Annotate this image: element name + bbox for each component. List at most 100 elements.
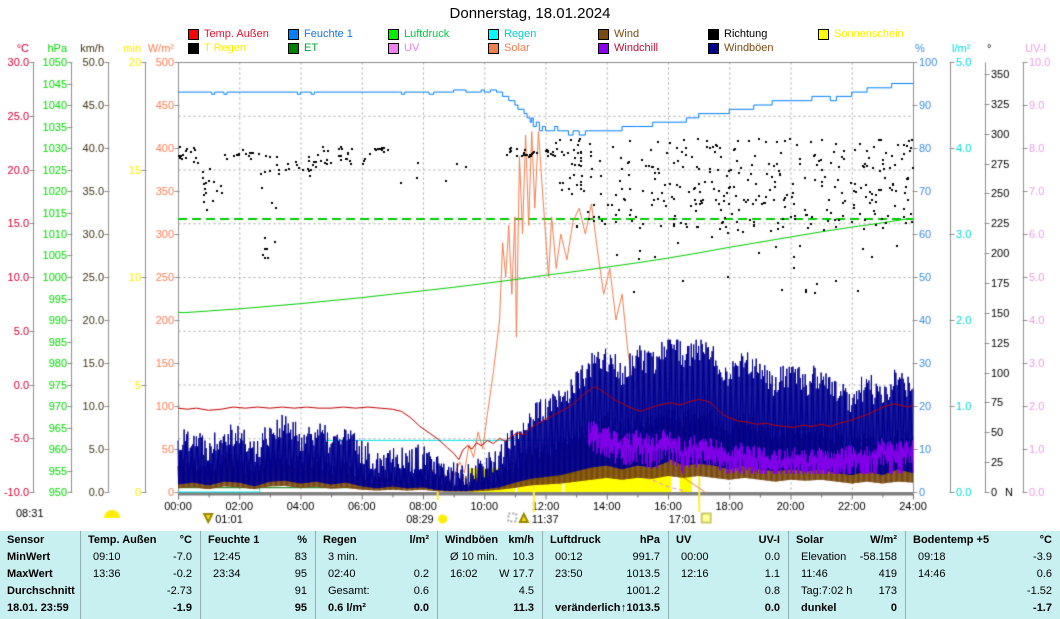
table-cell-row: 3 min. [316, 549, 437, 566]
legend-color-swatch [288, 43, 299, 54]
table-cell-row: 11.3 [438, 600, 542, 617]
row-label-text: Durchschnitt [7, 585, 75, 597]
cell-value: -3.9 [1033, 551, 1052, 563]
cell-time [445, 583, 450, 600]
cell-value: 95 [294, 568, 307, 580]
cell-value: 4.5 [518, 585, 534, 597]
cell-time: 02:40 [328, 568, 356, 580]
cell-time [88, 583, 93, 600]
row-label-text: Sensor [7, 534, 45, 546]
cell-time: veränderlich [555, 602, 621, 614]
cell-time [445, 600, 450, 617]
legend-color-swatch [818, 29, 829, 40]
legend-label: T Regen [204, 42, 246, 54]
table-cell-row: 91 [201, 583, 315, 600]
legend-color-swatch [488, 29, 499, 40]
cell-time: 00:00 [681, 551, 709, 563]
legend-item-uv: UV [388, 43, 419, 54]
table-row-labels: Sensor MinWert MaxWert Durchschnitt 18.01. 2… [0, 531, 80, 619]
page-title: Donnerstag, 18.01.2024 [449, 5, 611, 22]
cell-time [88, 600, 93, 617]
table-cell-row: 23:50 1013.5 [543, 566, 668, 583]
legend-label: Solar [504, 42, 530, 54]
table-col-luftdruck: Luftdruck hPa 00:12 991.7 23:50 1013.5 1001.2 v… [542, 531, 668, 619]
cell-value: 0.0 [764, 602, 780, 614]
col-unit: °C [179, 534, 192, 546]
table-cell-row: Elevation -58.158 [789, 549, 905, 566]
legend-item-solar: Solar [488, 43, 530, 54]
table-col-feuchte-1: Feuchte 1% 12:45 83 23:34 95 91 95 [200, 531, 315, 619]
cell-value: -1.9 [173, 602, 192, 614]
legend-label: Regen [504, 28, 537, 40]
table-cell-row: 4.5 [438, 583, 542, 600]
cell-time [676, 583, 681, 600]
table-cell-row: 13:36 -0.2 [81, 566, 200, 583]
table-cell-row: 0.0 [669, 600, 788, 617]
legend-color-swatch [488, 43, 499, 54]
row-label-text: MinWert [7, 551, 51, 563]
table-cell-row: 02:40 0.2 [316, 566, 437, 583]
cell-value: 11.3 [513, 602, 534, 614]
legend-label: UV [404, 42, 420, 54]
cell-time: 12:45 [213, 551, 241, 563]
legend-label: ET [304, 42, 319, 54]
legend-label: Temp. Außen [204, 28, 269, 40]
sensor-table: Sensor MinWert MaxWert Durchschnitt 18.01. 2… [0, 531, 1060, 619]
legend-label: Windchill [614, 42, 659, 54]
table-cell-row: 12:45 83 [201, 549, 315, 566]
col-unit: % [297, 534, 307, 546]
legend-color-swatch [188, 29, 199, 40]
cell-value: 0.6 [1036, 568, 1052, 580]
table-col-uv: UV UV-I 00:00 0.0 12:16 1.1 0.8 0.0 [668, 531, 788, 619]
legend-label: Richtung [724, 28, 768, 40]
cell-time: 12:16 [681, 568, 709, 580]
cell-time: Gesamt: [328, 585, 370, 597]
cell-value: 419 [878, 568, 897, 580]
legend-color-swatch [288, 29, 299, 40]
cell-value: -1.7 [1033, 602, 1052, 614]
table-cell-row: 0.6 l/m² 0.0 [316, 600, 437, 617]
cell-value: 0.6 [413, 585, 429, 597]
row-label-text: MaxWert [7, 568, 53, 580]
cell-time [913, 583, 918, 600]
col-unit: hPa [639, 534, 660, 546]
cell-value: 1013.5 [626, 568, 660, 580]
cell-value: 0 [890, 602, 897, 614]
table-col-header: UV UV-I [669, 532, 788, 549]
legend-color-swatch [708, 43, 719, 54]
weather-chart-canvas [0, 0, 1060, 530]
col-name: Luftdruck [550, 534, 601, 546]
table-cell-row: -2.73 [81, 583, 200, 600]
legend-item-wind: Wind [598, 29, 639, 40]
legend-item-regen: Regen [488, 29, 536, 40]
legend-item-luftdruck: Luftdruck [388, 29, 449, 40]
table-row-label: MinWert [0, 549, 80, 566]
legend-item-feuchte-1: Feuchte 1 [288, 29, 353, 40]
col-unit: W/m² [870, 534, 897, 546]
legend-item-t-regen: T Regen [188, 43, 246, 54]
table-cell-row: Tag:7:02 h 173 [789, 583, 905, 600]
cell-value: 83 [294, 551, 307, 563]
cell-value: 10.3 [512, 551, 534, 563]
table-cell-row: 1001.2 [543, 583, 668, 600]
table-col-windb-en: Windböen km/h Ø 10 min. 10.3 16:02 W 17.7 4.5 1… [437, 531, 542, 619]
cell-time: 16:02 [450, 568, 478, 580]
table-cell-row: 00:00 0.0 [669, 549, 788, 566]
table-row-label: Sensor [0, 532, 80, 549]
legend-item-sonnenschein: Sonnenschein [818, 29, 904, 40]
table-col-solar: Solar W/m² Elevation -58.158 11:46 419 Tag:7:0… [788, 531, 905, 619]
col-unit: UV-I [758, 534, 780, 546]
cell-time [208, 583, 213, 600]
row-label-text: 18.01. 23:59 [7, 602, 69, 614]
table-cell-row: 12:16 1.1 [669, 566, 788, 583]
cell-time: Elevation [801, 551, 847, 563]
table-col-header: Windböen km/h [438, 532, 542, 549]
cell-value: W 17.7 [499, 568, 534, 580]
legend-color-swatch [188, 43, 199, 54]
cell-time: 23:34 [213, 568, 241, 580]
col-name: Feuchte 1 [208, 534, 260, 546]
cell-time: Ø 10 min. [450, 551, 498, 563]
legend-color-swatch [388, 29, 399, 40]
table-col-bodentemp-5: Bodentemp +5 °C 09:18 -3.9 14:46 0.6 -1.52 -1.7 [905, 531, 1060, 619]
